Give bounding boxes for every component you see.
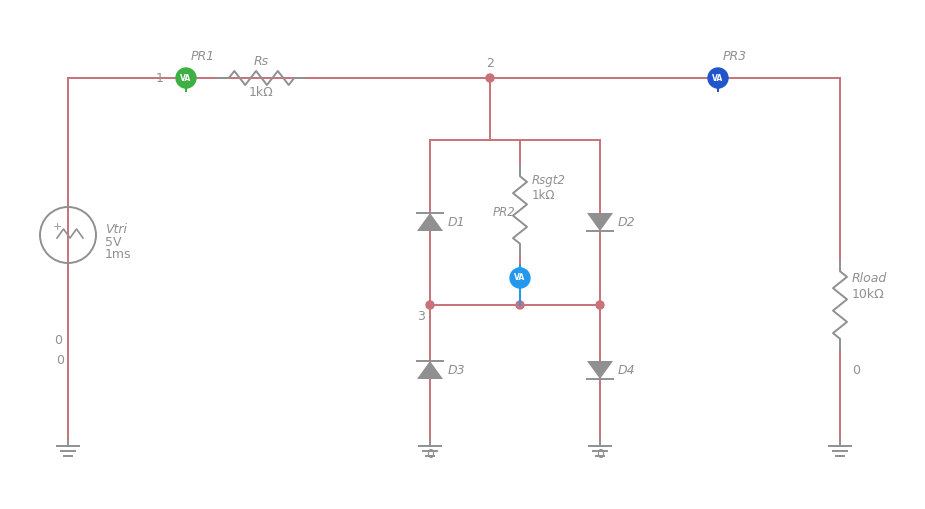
Polygon shape — [417, 361, 443, 379]
Text: PR2: PR2 — [492, 206, 515, 218]
Polygon shape — [417, 213, 443, 231]
Text: VA: VA — [180, 73, 191, 82]
Text: Rload: Rload — [852, 271, 887, 285]
Text: +: + — [53, 222, 62, 232]
Text: 3: 3 — [417, 310, 425, 324]
Text: D1: D1 — [448, 215, 465, 229]
Text: 0: 0 — [54, 333, 62, 347]
Circle shape — [176, 68, 196, 88]
Text: D2: D2 — [618, 215, 635, 229]
Text: VA: VA — [514, 273, 525, 282]
Text: VA: VA — [712, 73, 723, 82]
Text: 0: 0 — [426, 448, 434, 462]
Circle shape — [486, 74, 494, 82]
Text: 2: 2 — [486, 56, 494, 70]
Text: 0: 0 — [852, 363, 860, 377]
Text: 10kΩ: 10kΩ — [852, 288, 884, 300]
Text: PR1: PR1 — [191, 49, 216, 63]
Text: PR3: PR3 — [723, 49, 747, 63]
Circle shape — [510, 268, 530, 288]
Text: Vtri: Vtri — [105, 222, 127, 236]
Polygon shape — [587, 361, 613, 379]
Circle shape — [516, 301, 524, 309]
Text: 0: 0 — [596, 448, 604, 462]
Circle shape — [596, 301, 604, 309]
Text: 5V: 5V — [105, 236, 121, 248]
Text: D3: D3 — [448, 363, 465, 377]
Polygon shape — [587, 213, 613, 231]
Text: Rs: Rs — [254, 54, 269, 68]
Text: 1: 1 — [156, 71, 164, 84]
Text: 0: 0 — [56, 353, 64, 366]
Text: Rsgt2: Rsgt2 — [532, 174, 566, 186]
Text: 1kΩ: 1kΩ — [532, 188, 556, 202]
Text: D4: D4 — [618, 363, 635, 377]
Text: 1kΩ: 1kΩ — [249, 86, 274, 99]
Text: 1ms: 1ms — [105, 247, 131, 261]
Circle shape — [426, 301, 434, 309]
Circle shape — [708, 68, 728, 88]
